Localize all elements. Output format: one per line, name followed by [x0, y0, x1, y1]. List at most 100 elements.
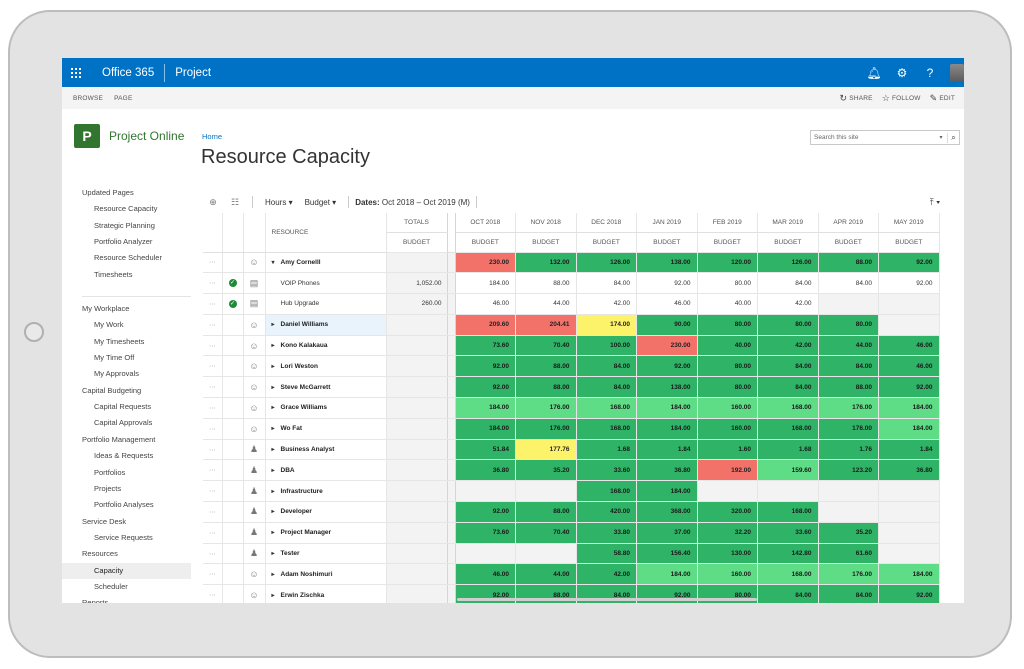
search-scope-chevron-icon[interactable]: ▾ [939, 135, 943, 141]
add-circle-icon[interactable]: ⊕ [209, 196, 217, 207]
budget-cell[interactable]: 84.00 [818, 584, 879, 603]
budget-cell[interactable] [455, 480, 516, 503]
budget-cell[interactable]: 88.00 [515, 272, 577, 295]
month-column-header[interactable]: OCT 2018 [455, 213, 516, 233]
resource-name-cell[interactable]: ▸ Project Manager [265, 522, 387, 544]
budget-cell[interactable]: 46.00 [878, 335, 940, 357]
month-column-header[interactable]: FEB 2019 [697, 213, 758, 233]
row-menu-icon[interactable]: ⋯ [203, 501, 223, 523]
budget-cell[interactable]: 1.84 [636, 439, 698, 461]
budget-cell[interactable]: 42.00 [757, 293, 819, 315]
chevron-right-icon[interactable]: ▸ [271, 530, 275, 537]
row-menu-icon[interactable]: ⋯ [203, 272, 223, 295]
budget-cell[interactable]: 160.00 [697, 397, 758, 419]
budget-cell[interactable]: 1.84 [878, 439, 940, 461]
budget-cell[interactable]: 132.00 [515, 252, 577, 274]
budget-cell[interactable]: 36.80 [636, 459, 698, 482]
budget-cell[interactable]: 33.60 [576, 459, 637, 482]
budget-cell[interactable]: 84.00 [757, 584, 819, 603]
row-menu-icon[interactable]: ⋯ [203, 252, 223, 274]
resource-row[interactable]: ⋯ ☺ ▸ Steve McGarrett 92.00 88.00 84.00 138.00 8… [203, 376, 940, 399]
tab-browse[interactable]: BROWSE [73, 94, 104, 102]
budget-cell[interactable]: 37.00 [636, 522, 698, 544]
budget-cell[interactable]: 160.00 [697, 563, 758, 586]
suite-app-name[interactable]: Project [175, 66, 212, 79]
resource-name-cell[interactable]: ▸ Adam Noshimuri [265, 563, 387, 586]
budget-cell[interactable]: 84.00 [818, 355, 879, 378]
budget-cell[interactable]: 184.00 [455, 418, 516, 440]
budget-cell[interactable]: 32.20 [697, 522, 758, 544]
budget-cell[interactable]: 1.68 [757, 439, 819, 461]
budget-cell[interactable]: 320.00 [697, 501, 758, 523]
budget-cell[interactable] [697, 480, 758, 503]
budget-cell[interactable]: 33.60 [757, 522, 819, 544]
budget-cell[interactable]: 1.76 [818, 439, 879, 461]
budget-cell[interactable]: 1.68 [576, 439, 637, 461]
budget-cell[interactable]: 92.00 [878, 376, 940, 399]
resource-name-cell[interactable]: VOIP Phones [265, 272, 387, 295]
budget-cell[interactable]: 184.00 [636, 418, 698, 440]
chevron-right-icon[interactable]: ▸ [271, 488, 275, 495]
totals-column-header[interactable]: TOTALS [386, 213, 448, 233]
nav-item-portfolio-analyses[interactable]: Portfolio Analyses [94, 500, 154, 510]
nav-heading-resources[interactable]: Resources [82, 549, 118, 559]
chevron-right-icon[interactable]: ▸ [271, 405, 275, 412]
help-icon[interactable]: ? [926, 65, 934, 80]
budget-cell[interactable]: 176.00 [515, 418, 577, 440]
export-icon[interactable]: ⤒ ▾ [929, 196, 940, 207]
budget-cell[interactable]: 84.00 [757, 355, 819, 378]
budget-cell[interactable]: 209.60 [455, 314, 516, 336]
resource-name-cell[interactable]: ▸ Infrastructure [265, 480, 387, 503]
budget-cell[interactable]: 176.00 [515, 397, 577, 419]
assignment-row[interactable]: ⋯ ✓ ▤ Hub Upgrade 260.00 46.00 44.00 42.00 46.00… [203, 293, 940, 315]
budget-cell[interactable]: 88.00 [818, 252, 879, 274]
resource-name-cell[interactable]: ▸ Daniel Williams [265, 314, 387, 336]
nav-item-scheduler[interactable]: Scheduler [94, 581, 128, 591]
resource-row[interactable]: ⋯ ☺ ▸ Wo Fat 184.00 176.00 168.00 184.00 160.00 1… [203, 418, 940, 440]
nav-item-capacity[interactable]: Capacity [62, 562, 191, 579]
budget-cell[interactable]: 126.00 [757, 252, 819, 274]
budget-cell[interactable]: 126.00 [576, 252, 637, 274]
nav-item-service-requests[interactable]: Service Requests [94, 532, 153, 542]
budget-cell[interactable]: 176.00 [818, 563, 879, 586]
nav-item-timesheets[interactable]: Timesheets [94, 269, 133, 279]
budget-cell[interactable] [455, 543, 516, 565]
budget-cell[interactable]: 184.00 [636, 480, 698, 503]
budget-cell[interactable]: 92.00 [636, 355, 698, 378]
chevron-right-icon[interactable]: ▸ [271, 426, 275, 433]
grid-splitter[interactable] [447, 213, 456, 253]
budget-cell[interactable]: 168.00 [576, 397, 637, 419]
budget-cell[interactable]: 46.00 [878, 355, 940, 378]
resource-row[interactable]: ⋯ ☺ ▸ Adam Noshimuri 46.00 44.00 42.00 184.00 16… [203, 563, 940, 586]
budget-cell[interactable]: 44.00 [515, 563, 577, 586]
budget-cell[interactable]: 88.00 [515, 355, 577, 378]
resource-name-cell[interactable]: Hub Upgrade [265, 293, 387, 315]
nav-heading-portfolio-management[interactable]: Portfolio Management [82, 434, 156, 444]
budget-cell[interactable]: 92.00 [455, 501, 516, 523]
budget-cell[interactable]: 42.00 [576, 293, 637, 315]
row-menu-icon[interactable]: ⋯ [203, 397, 223, 419]
budget-cell[interactable]: 70.40 [515, 522, 577, 544]
resource-row[interactable]: ⋯ ☺ ▸ Grace Williams 184.00 176.00 168.00 184.0… [203, 397, 940, 419]
nav-item-strategic-planning[interactable]: Strategic Planning [94, 220, 155, 230]
share-button[interactable]: ↻ SHARE [840, 93, 873, 104]
resource-name-cell[interactable]: ▸ Lori Weston [265, 355, 387, 378]
budget-cell[interactable]: 58.80 [576, 543, 637, 565]
chevron-right-icon[interactable]: ▸ [271, 509, 275, 516]
chevron-right-icon[interactable]: ▸ [271, 571, 275, 578]
nav-heading-capital-budgeting[interactable]: Capital Budgeting [82, 385, 142, 395]
date-range[interactable]: Dates: Oct 2018 – Oct 2019 (M) [355, 198, 470, 207]
chevron-right-icon[interactable]: ▸ [271, 447, 275, 454]
budget-cell[interactable]: 88.00 [818, 376, 879, 399]
budget-cell[interactable]: 92.00 [455, 355, 516, 378]
chevron-right-icon[interactable]: ▸ [271, 551, 275, 558]
budget-cell[interactable]: 176.00 [818, 418, 879, 440]
budget-cell[interactable]: 168.00 [576, 418, 637, 440]
edit-button[interactable]: ✎ EDIT [930, 93, 955, 104]
budget-cell[interactable]: 92.00 [878, 584, 940, 603]
breadcrumb[interactable]: Home [202, 132, 223, 141]
row-menu-icon[interactable]: ⋯ [203, 563, 223, 586]
budget-cell[interactable]: 142.80 [757, 543, 819, 565]
budget-cell[interactable]: 368.00 [636, 501, 698, 523]
nav-item-ideas-requests[interactable]: Ideas & Requests [94, 451, 154, 461]
